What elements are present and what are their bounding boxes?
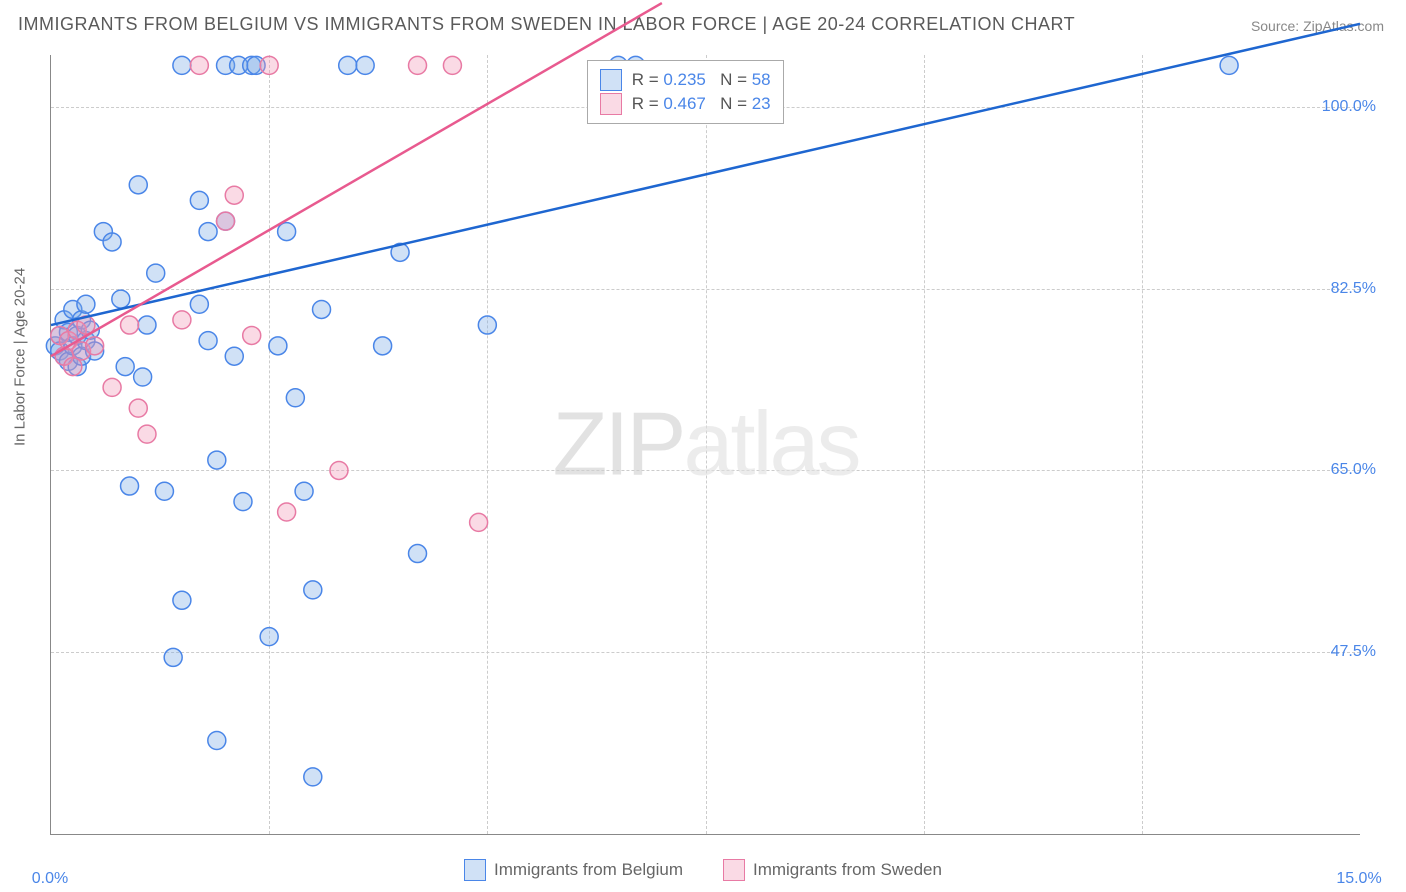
data-point xyxy=(190,56,208,74)
legend-swatch xyxy=(600,69,622,91)
data-point xyxy=(260,56,278,74)
data-point xyxy=(164,648,182,666)
data-point xyxy=(278,223,296,241)
source-label: Source: xyxy=(1251,18,1303,34)
data-point xyxy=(103,378,121,396)
data-point xyxy=(295,482,313,500)
source-link[interactable]: ZipAtlas.com xyxy=(1303,18,1384,34)
data-point xyxy=(138,316,156,334)
bottom-legend-label: Immigrants from Sweden xyxy=(753,860,942,880)
data-point xyxy=(356,56,374,74)
data-point xyxy=(86,337,104,355)
y-tick-label: 82.5% xyxy=(1331,280,1376,298)
data-point xyxy=(121,477,139,495)
data-point xyxy=(260,628,278,646)
data-point xyxy=(103,233,121,251)
legend-swatch xyxy=(723,859,745,881)
data-point xyxy=(138,425,156,443)
data-point xyxy=(116,358,134,376)
data-point xyxy=(208,732,226,750)
data-point xyxy=(409,545,427,563)
y-tick-label: 65.0% xyxy=(1331,461,1376,479)
y-tick-label: 100.0% xyxy=(1322,98,1376,116)
data-point xyxy=(225,347,243,365)
data-point xyxy=(129,176,147,194)
legend-row: R = 0.467 N = 23 xyxy=(600,93,771,115)
data-point xyxy=(1220,56,1238,74)
data-point xyxy=(217,212,235,230)
data-point xyxy=(208,451,226,469)
correlation-legend: R = 0.235 N = 58 R = 0.467 N = 23 xyxy=(587,60,784,124)
data-point xyxy=(155,482,173,500)
data-point xyxy=(173,56,191,74)
data-point xyxy=(304,768,322,786)
legend-text: R = 0.467 N = 23 xyxy=(632,94,771,114)
data-point xyxy=(443,56,461,74)
data-point xyxy=(129,399,147,417)
data-point xyxy=(199,223,217,241)
chart-svg xyxy=(51,55,1360,834)
data-point xyxy=(374,337,392,355)
data-point xyxy=(313,300,331,318)
data-point xyxy=(147,264,165,282)
data-point xyxy=(173,591,191,609)
data-point xyxy=(190,191,208,209)
legend-swatch xyxy=(464,859,486,881)
data-point xyxy=(409,56,427,74)
bottom-legend: Immigrants from Belgium Immigrants from S… xyxy=(0,859,1406,886)
plot-area: ZIPatlas xyxy=(50,55,1360,835)
data-point xyxy=(304,581,322,599)
data-point xyxy=(330,461,348,479)
x-tick-label: 15.0% xyxy=(1336,870,1381,888)
bottom-legend-item: Immigrants from Belgium xyxy=(464,859,683,881)
bottom-legend-label: Immigrants from Belgium xyxy=(494,860,683,880)
x-tick-label: 0.0% xyxy=(32,870,68,888)
data-point xyxy=(234,493,252,511)
data-point xyxy=(478,316,496,334)
data-point xyxy=(278,503,296,521)
data-point xyxy=(269,337,287,355)
data-point xyxy=(286,389,304,407)
data-point xyxy=(470,513,488,531)
data-point xyxy=(243,326,261,344)
data-point xyxy=(112,290,130,308)
data-point xyxy=(173,311,191,329)
data-point xyxy=(121,316,139,334)
legend-row: R = 0.235 N = 58 xyxy=(600,69,771,91)
data-point xyxy=(190,295,208,313)
legend-swatch xyxy=(600,93,622,115)
data-point xyxy=(225,186,243,204)
chart-title: IMMIGRANTS FROM BELGIUM VS IMMIGRANTS FR… xyxy=(18,14,1075,35)
bottom-legend-item: Immigrants from Sweden xyxy=(723,859,942,881)
data-point xyxy=(77,295,95,313)
source-citation: Source: ZipAtlas.com xyxy=(1251,18,1384,34)
data-point xyxy=(339,56,357,74)
y-axis-label: In Labor Force | Age 20-24 xyxy=(12,268,29,446)
data-point xyxy=(199,332,217,350)
data-point xyxy=(134,368,152,386)
legend-text: R = 0.235 N = 58 xyxy=(632,70,771,90)
y-tick-label: 47.5% xyxy=(1331,643,1376,661)
